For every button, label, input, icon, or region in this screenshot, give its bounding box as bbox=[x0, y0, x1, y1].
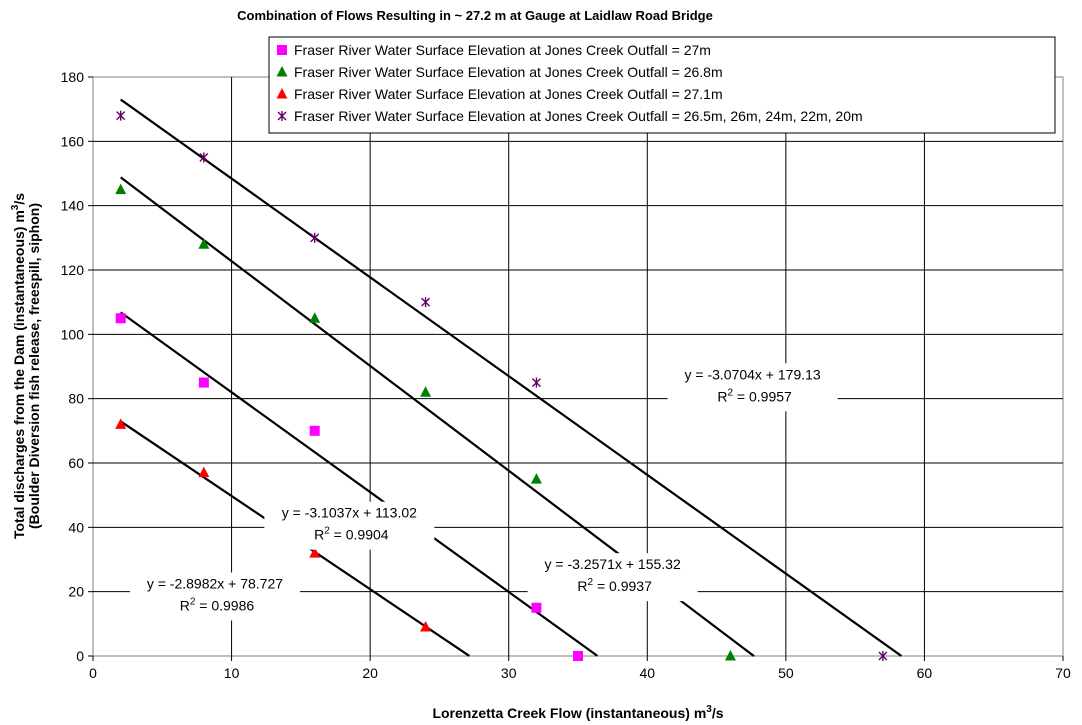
y-tick-label: 160 bbox=[61, 133, 85, 149]
x-tick-label: 60 bbox=[917, 665, 933, 681]
data-point-series-2 bbox=[724, 650, 736, 661]
y-tick-label: 40 bbox=[68, 519, 84, 535]
r-squared: R2 = 0.9937 bbox=[577, 577, 652, 594]
y-axis-title: Total discharges from the Dam (instantan… bbox=[10, 193, 42, 539]
y-axis-title-line1: Total discharges from the Dam (instantan… bbox=[10, 193, 27, 539]
y-tick-label: 120 bbox=[61, 262, 85, 278]
trendline-equation: y = -3.2571x + 155.32 bbox=[545, 556, 681, 572]
legend-label: Fraser River Water Surface Elevation at … bbox=[294, 64, 723, 80]
data-point-series-2 bbox=[198, 238, 210, 249]
x-tick-label: 70 bbox=[1055, 665, 1071, 681]
data-point-series-2 bbox=[530, 473, 542, 484]
legend-marker bbox=[277, 45, 287, 55]
legend: Fraser River Water Surface Elevation at … bbox=[268, 36, 1056, 134]
data-point-series-3 bbox=[115, 418, 127, 429]
r-squared: R2 = 0.9957 bbox=[717, 387, 792, 404]
chart-title: Combination of Flows Resulting in ~ 27.2… bbox=[237, 8, 713, 23]
data-point-series-4 bbox=[421, 297, 431, 308]
trendline-equations: y = -3.1037x + 113.02 R2 = 0.9904 y = -3.2… bbox=[129, 363, 838, 621]
legend-marker bbox=[277, 111, 287, 121]
data-point-series-4 bbox=[310, 232, 320, 243]
legend-box bbox=[268, 36, 1056, 134]
trendline-equation: y = -3.0704x + 179.13 bbox=[684, 366, 820, 382]
y-tick-label: 80 bbox=[68, 391, 84, 407]
x-tick-label: 40 bbox=[639, 665, 655, 681]
data-point-series-4 bbox=[531, 377, 541, 388]
trendline-equation: y = -2.8982x + 78.727 bbox=[147, 575, 283, 591]
trendline-equation: y = -3.1037x + 113.02 bbox=[282, 505, 417, 521]
data-point-series-2 bbox=[309, 312, 321, 323]
equation-label-bg bbox=[527, 553, 698, 602]
data-point-series-4 bbox=[878, 651, 888, 661]
equation-label-4: y = -3.0704x + 179.13 R2 = 0.9957 bbox=[667, 363, 838, 412]
equation-label-1: y = -3.1037x + 113.02 R2 = 0.9904 bbox=[264, 501, 435, 550]
data-markers bbox=[115, 110, 888, 661]
data-point-series-2 bbox=[420, 386, 432, 397]
legend-item-4: Fraser River Water Surface Elevation at … bbox=[277, 108, 863, 124]
r-squared: R2 = 0.9904 bbox=[314, 526, 389, 543]
y-tick-label: 60 bbox=[68, 455, 84, 471]
x-tick-label: 0 bbox=[89, 665, 97, 681]
data-point-series-2 bbox=[115, 183, 127, 195]
x-tick-label: 50 bbox=[778, 665, 794, 681]
legend-item-3: Fraser River Water Surface Elevation at … bbox=[276, 86, 723, 102]
equation-label-bg bbox=[129, 572, 300, 621]
equation-label-bg bbox=[667, 363, 838, 412]
y-tick-label: 100 bbox=[61, 326, 85, 342]
legend-label: Fraser River Water Surface Elevation at … bbox=[294, 86, 723, 102]
data-point-series-1 bbox=[115, 313, 126, 324]
trendline-4 bbox=[120, 98, 903, 657]
trendlines bbox=[120, 98, 903, 658]
data-point-series-1 bbox=[198, 377, 209, 388]
equation-label-3: y = -2.8982x + 78.727 R2 = 0.9986 bbox=[129, 572, 300, 621]
x-axis-title: Lorenzetta Creek Flow (instantaneous) m3… bbox=[432, 704, 723, 721]
data-point-series-1 bbox=[573, 651, 583, 661]
x-tick-label: 10 bbox=[224, 665, 240, 681]
y-axis-title-line2: (Boulder Diversion fish release, freespi… bbox=[26, 203, 42, 529]
x-axis-ticks: 0 10 20 30 40 50 60 70 bbox=[89, 656, 1071, 681]
data-point-series-3 bbox=[198, 466, 210, 478]
data-point-series-1 bbox=[309, 425, 320, 436]
data-point-series-3 bbox=[309, 547, 321, 558]
data-point-series-4 bbox=[199, 152, 209, 163]
x-tick-label: 20 bbox=[362, 665, 378, 681]
y-tick-label: 20 bbox=[68, 584, 84, 600]
legend-label: Fraser River Water Surface Elevation at … bbox=[294, 108, 863, 124]
legend-marker bbox=[276, 66, 288, 77]
legend-item-2: Fraser River Water Surface Elevation at … bbox=[276, 64, 723, 80]
legend-marker bbox=[276, 88, 288, 99]
r-squared: R2 = 0.9986 bbox=[180, 596, 255, 613]
data-point-series-3 bbox=[420, 621, 432, 632]
equation-label-bg bbox=[264, 501, 435, 550]
y-tick-label: 180 bbox=[61, 69, 85, 85]
equation-label-2: y = -3.2571x + 155.32 R2 = 0.9937 bbox=[527, 553, 698, 602]
y-tick-label: 140 bbox=[61, 198, 85, 214]
legend-label: Fraser River Water Surface Elevation at … bbox=[294, 42, 711, 58]
x-tick-label: 30 bbox=[501, 665, 517, 681]
y-axis-ticks: 0 20 40 60 80 100 120 140 160 180 bbox=[61, 69, 93, 664]
data-point-series-4 bbox=[116, 110, 126, 121]
data-point-series-1 bbox=[531, 602, 542, 613]
grid-lines bbox=[93, 77, 1063, 656]
trendline-1 bbox=[120, 311, 599, 657]
y-tick-label: 0 bbox=[76, 648, 84, 664]
legend-item-1: Fraser River Water Surface Elevation at … bbox=[277, 42, 711, 58]
